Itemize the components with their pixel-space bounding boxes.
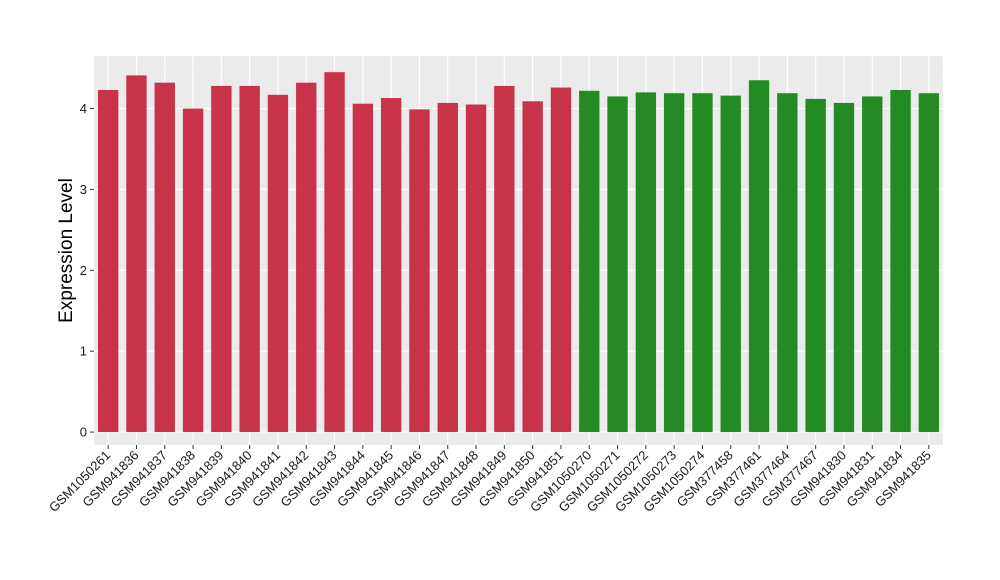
bar-GSM941849	[494, 85, 515, 433]
bar-GSM941839	[211, 85, 232, 433]
bar-GSM1050272	[635, 92, 657, 433]
y-tick-label: 4	[80, 101, 87, 116]
bar-GSM1050271	[607, 96, 628, 433]
y-tick-label: 1	[80, 344, 87, 359]
bar-GSM377467	[805, 98, 826, 433]
bar-GSM941834	[890, 89, 911, 433]
bar-GSM941843	[324, 72, 345, 433]
bar-GSM941840	[239, 85, 260, 433]
x-axis: GSM1050261GSM941836GSM941837GSM941838GSM…	[46, 445, 934, 515]
bar-GSM1050273	[663, 93, 685, 433]
bar-GSM1050270	[579, 90, 600, 433]
bar-GSM377461	[748, 80, 770, 433]
plot-panel	[94, 56, 943, 445]
bar-GSM941837	[154, 82, 175, 433]
bar-GSM941831	[862, 96, 883, 433]
y-axis-title: Expression Level	[56, 178, 77, 323]
bar-GSM941844	[352, 103, 374, 433]
bar-GSM941847	[437, 102, 458, 433]
y-tick-label: 3	[80, 182, 87, 197]
y-tick-label: 2	[80, 263, 87, 278]
bar-GSM941836	[126, 75, 147, 433]
bar-GSM941846	[409, 109, 430, 433]
bar-GSM941845	[380, 98, 402, 433]
bar-GSM941842	[296, 82, 317, 433]
bar-GSM941841	[267, 94, 289, 433]
y-tick-label: 0	[80, 425, 87, 440]
bar-GSM377458	[720, 95, 741, 433]
bar-GSM941835	[918, 93, 940, 433]
bar-GSM1050274	[692, 93, 713, 433]
bar-GSM1050261	[97, 89, 119, 433]
bar-GSM941851	[550, 87, 572, 433]
y-axis: 0 1 2 3 4	[80, 101, 94, 440]
bar-GSM941830	[833, 102, 855, 433]
bar-GSM941838	[182, 108, 204, 433]
bars	[97, 72, 940, 433]
bar-GSM941850	[522, 101, 543, 433]
bar-GSM941848	[465, 104, 487, 433]
bar-GSM377464	[777, 93, 798, 433]
